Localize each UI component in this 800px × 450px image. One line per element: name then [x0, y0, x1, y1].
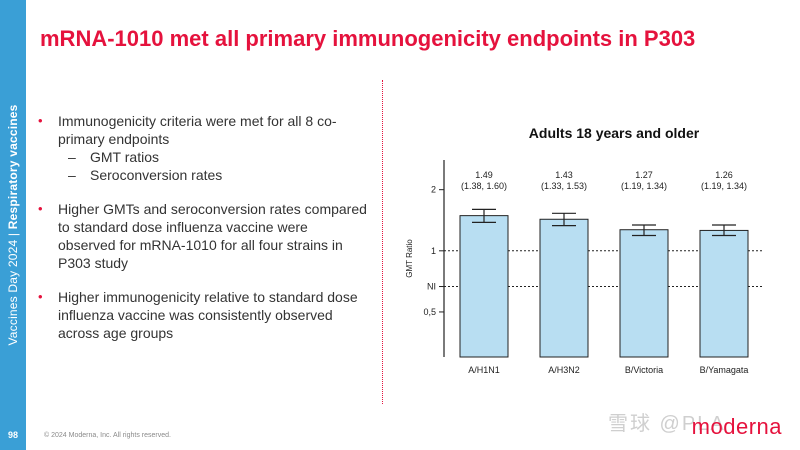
slide-title: mRNA-1010 met all primary immunogenicity…	[40, 26, 696, 51]
sub-bullet-text: GMT ratios	[90, 149, 159, 165]
bullet-text: Higher GMTs and seroconversion rates com…	[58, 201, 367, 271]
x-tick-label: A/H3N2	[548, 365, 580, 375]
bullet-marker: •	[38, 113, 43, 128]
x-tick-label: A/H1N1	[468, 365, 500, 375]
ci-label: (1.38, 1.60)	[461, 181, 507, 191]
sub-bullet-dash: –	[68, 149, 76, 165]
bullet-item: • Higher GMTs and seroconversion rates c…	[38, 200, 368, 272]
x-tick-label: B/Yamagata	[700, 365, 749, 375]
sub-bullet-text: Seroconversion rates	[90, 167, 223, 183]
bar	[459, 215, 509, 358]
chart-title: Adults 18 years and older	[529, 125, 700, 141]
sidebar-event: Vaccines Day 2024	[6, 239, 20, 346]
bar	[539, 218, 589, 358]
watermark: 雪球 @PLA	[608, 413, 726, 435]
moderna-logo: moderna	[691, 414, 782, 439]
bar	[699, 229, 749, 358]
bullet-marker: •	[38, 289, 43, 304]
gmt-ratio-bar-chart: Adults 18 years and older 2 1 NI 0,5 GMT Rati…	[405, 125, 764, 375]
ci-label: (1.19, 1.34)	[701, 181, 747, 191]
y-tick-label: NI	[427, 282, 436, 292]
value-label: 1.26	[715, 170, 733, 180]
x-tick-label: B/Victoria	[625, 365, 663, 375]
bullet-item: • Higher immunogenicity relative to stan…	[38, 288, 368, 342]
sidebar-label: Vaccines Day 2024 | Respiratory vaccines	[6, 104, 20, 345]
bar	[619, 229, 669, 358]
sidebar-separator: |	[6, 229, 20, 240]
bullet-marker: •	[38, 201, 43, 216]
sub-bullet-list: – GMT ratios – Seroconversion rates	[58, 148, 368, 184]
ci-label: (1.19, 1.34)	[621, 181, 667, 191]
value-label: 1.27	[635, 170, 653, 180]
sub-bullet-dash: –	[68, 167, 76, 183]
sub-bullet-item: – GMT ratios	[68, 148, 368, 166]
y-tick-label: 2	[431, 185, 436, 195]
sidebar: Vaccines Day 2024 | Respiratory vaccines…	[0, 0, 26, 450]
y-tick-label: 0,5	[423, 307, 436, 317]
value-label: 1.43	[555, 170, 573, 180]
sub-bullet-item: – Seroconversion rates	[68, 166, 368, 184]
bullet-text: Immunogenicity criteria were met for all…	[58, 113, 337, 147]
ci-label: (1.33, 1.53)	[541, 181, 587, 191]
vertical-divider	[382, 80, 383, 404]
bullet-list: • Immunogenicity criteria were met for a…	[38, 112, 368, 358]
page-number: 98	[7, 430, 18, 440]
value-label: 1.49	[475, 170, 493, 180]
bullet-item: • Immunogenicity criteria were met for a…	[38, 112, 368, 184]
sidebar-section: Respiratory vaccines	[6, 104, 20, 230]
y-axis-label: GMT Ratio	[405, 239, 414, 278]
bullet-text: Higher immunogenicity relative to standa…	[58, 289, 358, 341]
y-tick-label: 1	[431, 246, 436, 256]
copyright-footer: © 2024 Moderna, Inc. All rights reserved…	[44, 432, 171, 439]
